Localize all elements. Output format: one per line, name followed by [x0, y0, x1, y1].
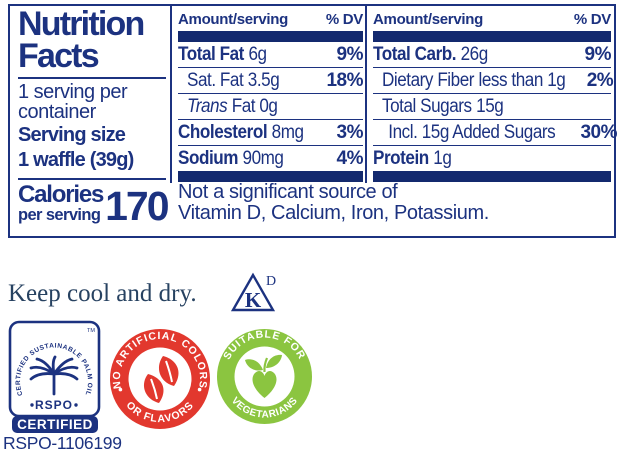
nutrient-row-protein: Protein 1g: [373, 146, 611, 171]
nutrient-name: Total Carb.: [373, 43, 457, 65]
rspo-certified-logo: CERTIFIED SUSTAINABLE PALM OIL TM RSPO C…: [8, 320, 102, 439]
nutrient-amount: 1g: [433, 147, 452, 169]
rspo-certificate-code: RSPO-1106199: [3, 433, 122, 453]
nutrition-column-carbs: Amount/serving % DV Total Carb. 26g 9% Di…: [373, 10, 618, 182]
suitable-for-vegetarians-badge: SUITABLE FOR VEGETARIANS: [215, 327, 314, 431]
nutrient-name: Dietary Fiber: [382, 69, 475, 91]
serving-size-label: Serving size: [18, 124, 126, 147]
nutrient-row-sodium: Sodium 90mg 4%: [178, 146, 364, 171]
nutrient-name: Trans: [187, 95, 228, 117]
nutrition-column-fats: Amount/serving % DV Total Fat 6g 9% Sat. …: [178, 10, 364, 182]
nutrient-row-dietary-fiber: Dietary Fiber less than 1g 2%: [373, 68, 614, 94]
nutrient-name: Incl. 15g Added Sugars: [388, 121, 556, 143]
nutrient-row-total-carb: Total Carb. 26g 9%: [373, 42, 612, 68]
nutrient-name: Sodium: [178, 147, 239, 169]
nutrient-amount: 15g: [476, 95, 504, 117]
thick-rule: [373, 171, 611, 182]
nutrient-amount: 90mg: [242, 147, 284, 169]
servings-per-container: 1 serving per container: [18, 80, 128, 123]
nutrient-amount: 8mg: [271, 121, 304, 143]
nutrient-row-total-sugars: Total Sugars 15g: [373, 94, 611, 120]
certified-banner: [12, 416, 98, 433]
column-divider: [365, 6, 367, 183]
dot: [118, 387, 123, 392]
trademark-symbol: TM: [87, 328, 95, 334]
serving-size-value: 1 waffle (39g): [18, 148, 134, 171]
calories-sublabel: per serving: [18, 205, 101, 224]
divider: [18, 177, 166, 180]
amount-per-serving-header: Amount/serving: [178, 11, 288, 28]
thick-rule: [178, 171, 363, 182]
nutrient-name: Total Fat: [178, 43, 244, 65]
kosher-kd-icon: K D: [228, 271, 282, 320]
dv-value: 9%: [584, 43, 612, 65]
divider: [18, 76, 166, 79]
nutrient-row-total-fat: Total Fat 6g 9%: [178, 42, 364, 68]
nutrient-row-sat-fat: Sat. Fat 3.5g 18%: [178, 68, 363, 94]
dot: [74, 403, 78, 407]
palm-tree-icon: [29, 355, 79, 396]
dv-value: 9%: [336, 43, 364, 65]
no-artificial-colors-badge: NO ARTIFICIAL COLORS OR FLAVORS: [108, 327, 212, 436]
dv-header: % DV: [325, 11, 363, 28]
apple-heart-icon: [245, 354, 282, 398]
nutrient-amount: Fat 0g: [231, 95, 278, 117]
calories-label: Calories: [18, 180, 104, 208]
dv-value: 18%: [326, 69, 363, 91]
kosher-dairy-letter: D: [266, 274, 276, 289]
nutrient-row-cholesterol: Cholesterol 8mg 3%: [178, 120, 364, 146]
badge-center: [128, 347, 192, 411]
dv-value: 3%: [336, 121, 364, 143]
footnote-line1: Not a significant source of: [178, 181, 398, 203]
nutrient-name: Cholesterol: [178, 121, 268, 143]
calories-value: 170: [105, 183, 169, 230]
nutrient-name: Total Sugars: [382, 95, 472, 117]
kosher-letter: K: [245, 288, 262, 312]
calories-row: Calories per serving 170: [18, 180, 172, 230]
dv-value: 2%: [586, 69, 614, 91]
rspo-name: RSPO: [35, 398, 73, 412]
nutrition-facts-panel: Nutrition Facts 1 serving per container …: [8, 4, 618, 238]
panel-title: Nutrition Facts: [18, 5, 145, 76]
footnote-line2: Vitamin D, Calcium, Iron, Potassium.: [178, 202, 489, 225]
dv-header: % DV: [573, 11, 611, 28]
certified-label: CERTIFIED: [17, 417, 93, 432]
nutrient-amount: 3.5g: [247, 69, 280, 91]
dv-value: 4%: [336, 147, 364, 169]
storage-instruction: Keep cool and dry.: [8, 280, 197, 307]
nutrient-name: Protein: [373, 147, 429, 169]
thick-rule: [178, 31, 363, 42]
thick-rule: [373, 31, 611, 42]
amount-per-serving-header: Amount/serving: [373, 11, 483, 28]
nutrition-left-column: Nutrition Facts 1 serving per container …: [18, 5, 172, 230]
leaves-icon: [143, 356, 179, 403]
dv-value: 30%: [580, 121, 618, 143]
column-divider: [170, 6, 172, 183]
nutrient-name: Sat. Fat: [187, 69, 244, 91]
nutrient-row-trans-fat: Trans Fat 0g: [178, 94, 363, 120]
nutrition-footnote: Not a significant source of Vitamin D, C…: [178, 181, 614, 225]
nutrient-amount: less than 1g: [478, 69, 566, 91]
nutrient-amount: 26g: [460, 43, 489, 65]
nutrient-row-added-sugars: Incl. 15g Added Sugars 30%: [373, 120, 618, 146]
dot: [197, 387, 202, 392]
kosher-triangle: [230, 272, 276, 312]
nutrient-amount: 6g: [248, 43, 267, 65]
dot: [30, 403, 34, 407]
